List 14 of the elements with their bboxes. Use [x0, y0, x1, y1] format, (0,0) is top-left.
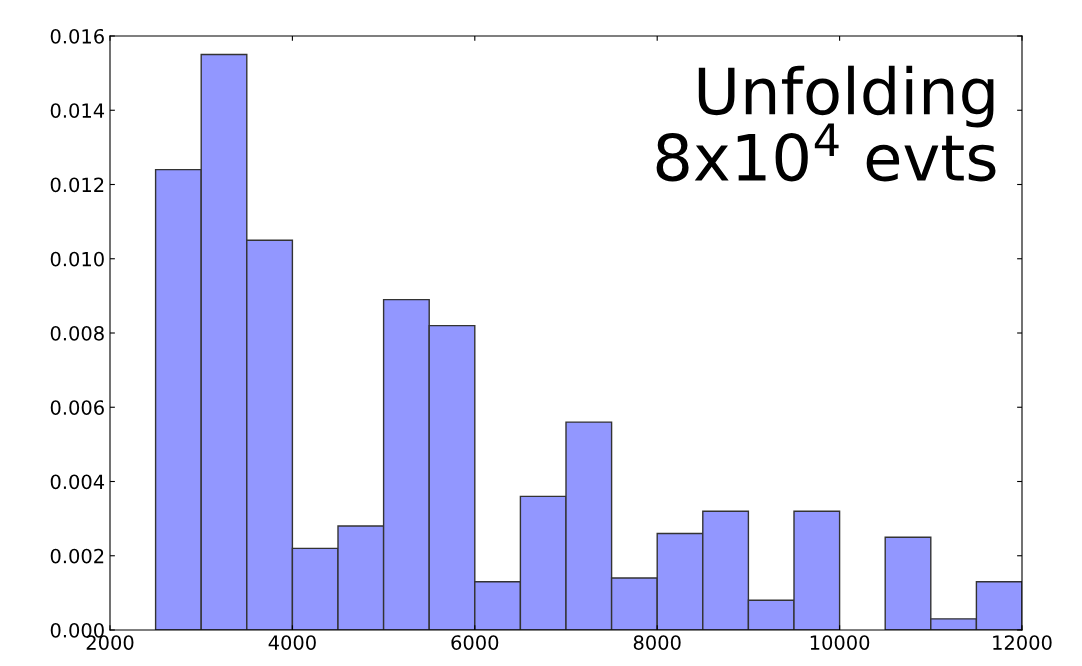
- y-tick-label: 0.004: [50, 474, 105, 490]
- y-tick-label: 0.008: [50, 325, 104, 341]
- y-tick-label: 0.016: [50, 28, 104, 44]
- x-tick-label: 12000: [993, 635, 1052, 650]
- annotation: Unfolding 8x10$^{4}$ evts: [656, 65, 996, 182]
- x-tick-label: 10000: [810, 635, 870, 650]
- y-tick-label: 0.006: [50, 400, 104, 415]
- x-tick-label: 6000: [451, 635, 499, 650]
- x-tick-label: 8000: [633, 635, 681, 650]
- y-tick-label: 0.010: [50, 251, 104, 267]
- y-tick-label: 0.002: [50, 548, 104, 564]
- y-tick-label: 0.014: [50, 103, 105, 118]
- y-tick-label: 0.012: [50, 177, 104, 193]
- x-tick-label: 4000: [268, 635, 316, 650]
